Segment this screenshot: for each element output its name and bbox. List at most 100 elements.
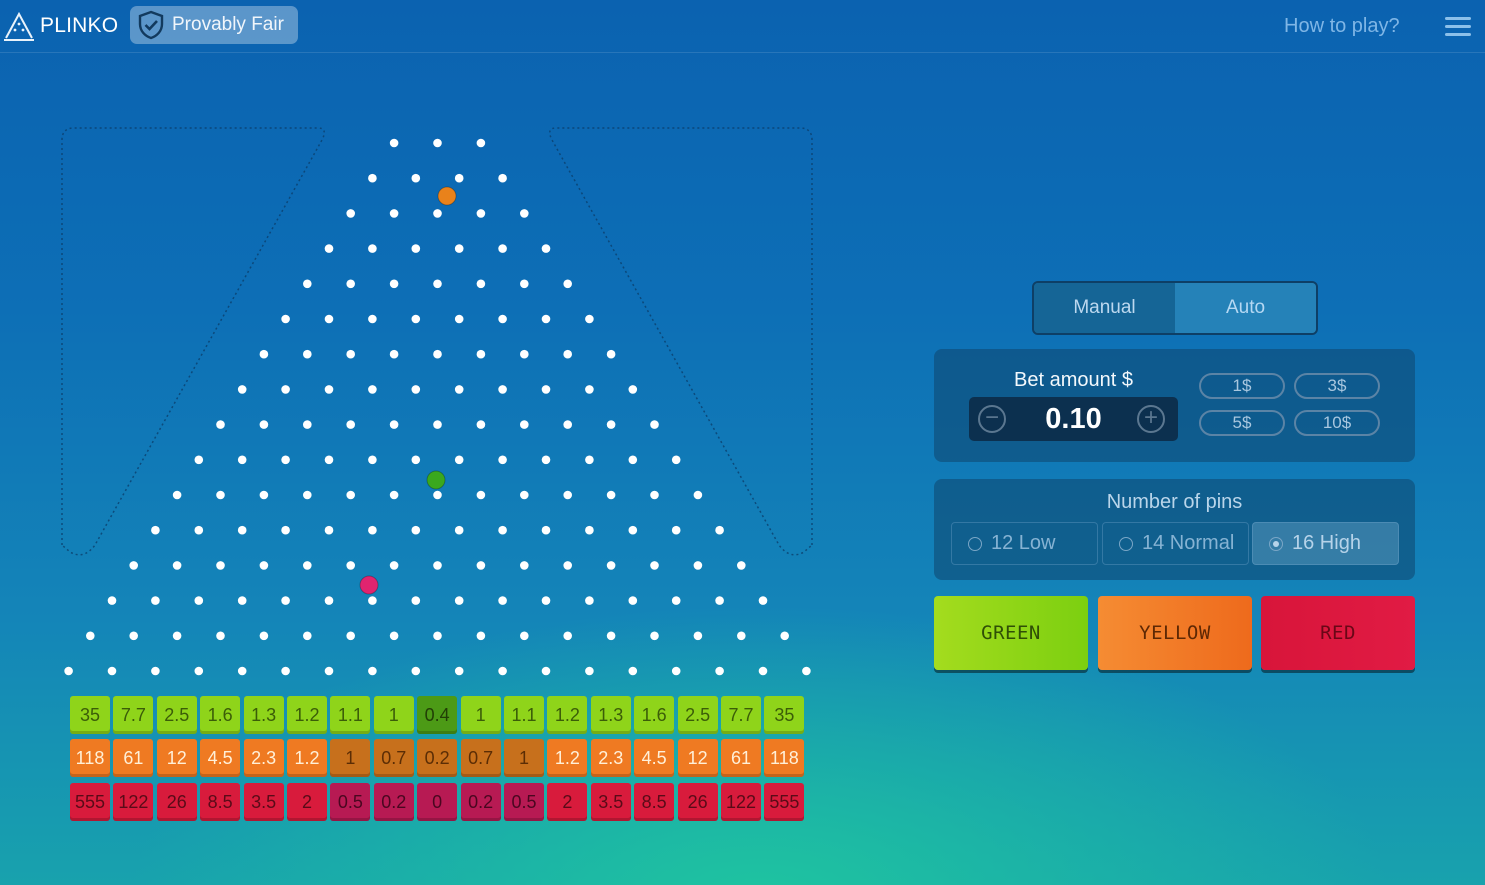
multiplier-cell-green: 1.3 [590,696,631,734]
pin [454,173,464,183]
radio-icon [1119,536,1133,551]
quick-bet-1-button[interactable]: 1$ [1199,373,1285,399]
quick-bet-5-button[interactable]: 5$ [1199,410,1285,436]
pins-option-16-high[interactable]: 16 High [1252,522,1399,565]
pin [498,455,507,465]
mode-tabs: Manual Auto [1032,281,1318,335]
pin [411,385,421,394]
pin [433,349,442,359]
pins-option-14-normal[interactable]: 14 Normal [1102,522,1249,565]
pin [758,666,768,676]
multiplier-cell-red: 26 [677,783,718,821]
number-of-pins-label: Number of pins [1106,491,1243,513]
radio-icon [968,536,982,551]
pin [64,666,73,676]
pin [237,455,247,465]
pin [411,244,421,253]
pin [671,596,681,605]
provably-fair-button[interactable]: Provably Fair [130,6,298,44]
pin [324,455,334,465]
decrease-bet-button[interactable]: − [978,405,1006,433]
pin [368,244,377,253]
bet-panel: Bet amount $ − 0.10 + 1$ 3$ 5$ 10$ [934,349,1415,462]
pin [476,349,486,359]
multiplier-cell-yellow: 4.5 [200,739,241,777]
pin [172,631,182,641]
tab-manual[interactable]: Manual [1034,283,1175,333]
multiplier-cell-yellow: 61 [113,739,154,777]
pin [194,525,204,535]
pin [498,314,507,324]
pin [368,596,377,605]
pin [237,385,247,394]
pin [433,209,442,218]
pin [389,420,399,429]
quick-bet-3-button[interactable]: 3$ [1294,373,1380,399]
pins-option-12-low[interactable]: 12 Low [951,522,1098,565]
pin [454,525,464,535]
play-red-button[interactable]: RED [1261,596,1415,670]
pin [650,490,659,500]
multiplier-cell-green: 2.5 [677,696,718,734]
bet-amount-field[interactable]: − 0.10 + [969,397,1178,441]
how-to-play-link[interactable]: How to play? [1284,15,1400,37]
pin [368,666,377,676]
pin [368,455,377,465]
multiplier-cell-yellow: 12 [156,739,197,777]
pin [411,525,421,535]
pin [476,279,486,289]
multiplier-cell-green: 1.6 [634,696,675,734]
pin [563,631,572,641]
pin [368,173,377,183]
pin [324,314,334,324]
pin [585,455,594,465]
pin [346,490,356,500]
play-yellow-button[interactable]: YELLOW [1098,596,1252,670]
multiplier-cell-red: 122 [113,783,154,821]
pin [411,596,421,605]
pin [86,631,95,641]
pin [129,561,138,570]
pin [389,138,399,148]
multiplier-cell-green: 0.4 [417,696,458,734]
multiplier-cell-green: 2.5 [156,696,197,734]
pin [476,490,486,500]
pin [737,631,746,641]
pin [324,666,334,676]
pin [433,420,442,429]
multiplier-cell-yellow: 118 [764,739,805,777]
pin [671,525,681,535]
pin [628,525,638,535]
pin [628,666,638,676]
pin [671,666,681,676]
pin [433,561,442,570]
multiplier-cell-yellow: 1 [330,739,371,777]
pin [454,455,464,465]
multiplier-cell-red: 8.5 [200,783,241,821]
tab-auto[interactable]: Auto [1175,283,1316,333]
pin [693,490,703,500]
pin [563,279,572,289]
pins-option-label: 12 Low [991,532,1056,554]
quick-bet-10-button[interactable]: 10$ [1294,410,1380,436]
pins-option-label: 16 High [1292,532,1361,554]
multiplier-cell-green: 1 [373,696,414,734]
pin [129,631,138,641]
hamburger-menu-icon[interactable] [1445,15,1471,37]
play-green-button[interactable]: GREEN [934,596,1088,670]
pin [650,420,659,429]
pin [520,349,529,359]
multiplier-cell-green: 7.7 [113,696,154,734]
multiplier-cell-red: 0.5 [330,783,371,821]
multiplier-cell-green: 1.2 [287,696,327,734]
pin [368,385,377,394]
multiplier-cell-yellow: 118 [70,739,110,777]
increase-bet-button[interactable]: + [1137,405,1165,433]
pin [303,631,312,641]
pin [281,666,290,676]
pin [563,420,572,429]
pins-option-label: 14 Normal [1142,532,1235,554]
pin [216,490,225,500]
pin [541,666,551,676]
pin [541,385,551,394]
